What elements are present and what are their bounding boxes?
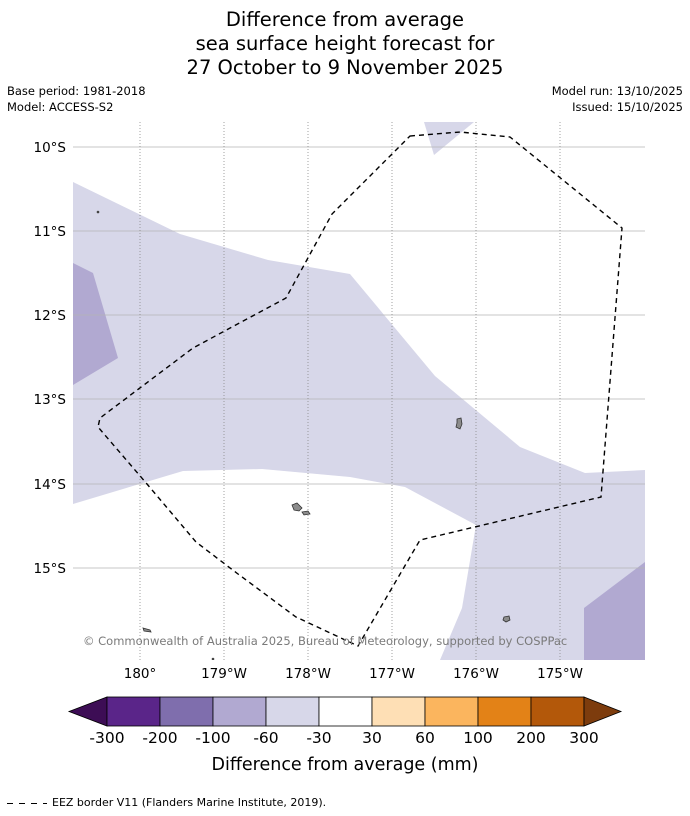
title-line-3: 27 October to 9 November 2025 — [186, 56, 504, 79]
colorbar-ticks: -300 -200 -100 -60 -30 30 60 100 200 300 — [89, 729, 598, 747]
island-6 — [96, 210, 100, 214]
island-1 — [455, 417, 463, 430]
colorbar-tick-30: 30 — [362, 729, 382, 747]
colorbar-label: Difference from average (mm) — [211, 755, 478, 775]
island-5 — [142, 627, 152, 633]
colorbar-tick-200: 200 — [516, 729, 546, 747]
lat-label-11s: 11°S — [34, 224, 67, 240]
model-name: Model: ACCESS-S2 — [7, 100, 114, 114]
copyright-notice: © Commonwealth of Australia 2025, Bureau… — [83, 634, 567, 648]
issued-date: Issued: 15/10/2025 — [572, 100, 683, 114]
colorbar-tick-minus200: -200 — [142, 729, 177, 747]
colorbar-tick-minus300: -300 — [89, 729, 124, 747]
lat-gridlines — [73, 146, 645, 569]
anomaly-patch-top — [424, 122, 474, 155]
map-area: © Commonwealth of Australia 2025, Bureau… — [73, 122, 645, 660]
meta-left: Base period: 1981-2018 Model: ACCESS-S2 — [7, 83, 146, 115]
title-line-1: Difference from average — [225, 8, 465, 31]
colorbar-seg-minus300-200 — [106, 696, 161, 727]
title-line-2: sea surface height forecast for — [195, 32, 495, 55]
island-7 — [211, 657, 215, 660]
colorbar-seg-minus200-100 — [159, 696, 214, 727]
lon-label-177w: 177°W — [369, 666, 415, 682]
anomaly-region-minus60-30 — [73, 182, 645, 660]
model-run: Model run: 13/10/2025 — [551, 84, 683, 98]
colorbar-tick-minus100: -100 — [195, 729, 230, 747]
colorbar: -300 -200 -100 -60 -30 30 60 100 200 300… — [67, 696, 623, 775]
colorbar-seg-30-60 — [371, 696, 426, 727]
colorbar-tick-minus60: -60 — [253, 729, 278, 747]
colorbar-tick-minus30: -30 — [306, 729, 331, 747]
colorbar-tick-300: 300 — [569, 729, 599, 747]
base-period: Base period: 1981-2018 — [7, 84, 146, 98]
lat-label-14s: 14°S — [34, 477, 67, 493]
eez-border — [97, 131, 623, 647]
lon-label-176w: 176°W — [453, 666, 499, 682]
meta-right: Model run: 13/10/2025 Issued: 15/10/2025 — [552, 83, 683, 115]
colorbar-seg-minus100-60 — [212, 696, 267, 727]
lon-label-178w: 178°W — [285, 666, 331, 682]
eez-legend-text: EEZ border V11 (Flanders Marine Institut… — [52, 796, 327, 809]
lon-labels: 180° 179°W 178°W 177°W 176°W 175°W — [124, 666, 583, 682]
colorbar-seg-60-100 — [424, 696, 479, 727]
colorbar-seg-minus60-30 — [265, 696, 320, 727]
map-title: Difference from average sea surface heig… — [0, 8, 690, 80]
island-2 — [291, 502, 303, 512]
lat-label-15s: 15°S — [34, 561, 67, 577]
colorbar-tick-100: 100 — [463, 729, 493, 747]
island-4 — [502, 615, 511, 623]
anomaly-region-minus100-60-west — [73, 263, 118, 385]
colorbar-seg-100-200 — [477, 696, 532, 727]
lon-label-180: 180° — [124, 666, 157, 682]
colorbar-extend-low — [67, 696, 108, 727]
colorbar-seg-200-300 — [530, 696, 585, 727]
lon-label-175w: 175°W — [537, 666, 583, 682]
lat-label-13s: 13°S — [34, 392, 67, 408]
colorbar-seg-minus30-30 — [318, 696, 373, 727]
lat-label-12s: 12°S — [34, 308, 67, 324]
island-3 — [301, 510, 311, 516]
lat-label-10s: 10°S — [34, 140, 67, 156]
colorbar-tick-60: 60 — [415, 729, 435, 747]
lat-labels: 10°S 11°S 12°S 13°S 14°S 15°S — [34, 140, 67, 577]
islands — [96, 210, 511, 660]
colorbar-extend-high — [583, 696, 623, 727]
lon-label-179w: 179°W — [201, 666, 247, 682]
anomaly-region-minus100-60-southeast — [584, 562, 645, 660]
